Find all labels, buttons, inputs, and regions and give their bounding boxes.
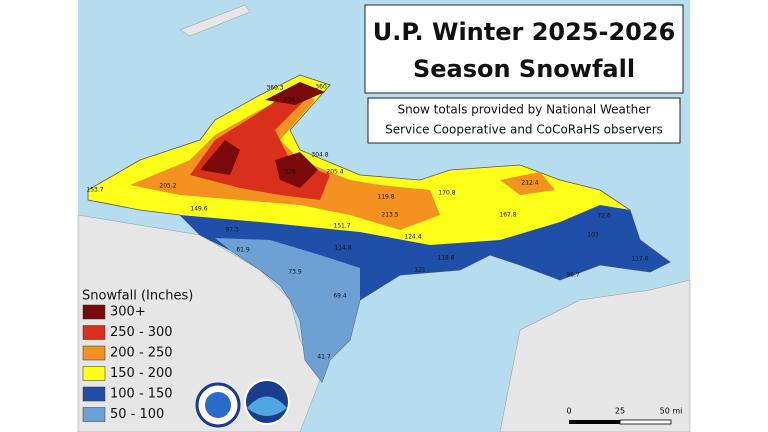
- station-value: 328: [284, 169, 296, 176]
- scale-segment: [619, 419, 672, 425]
- station-value: 153.7: [86, 187, 103, 194]
- station-value: 114.8: [334, 245, 351, 252]
- legend-label: 100 - 150: [110, 387, 173, 402]
- legend-swatch: [82, 304, 106, 320]
- station-value: 118.8: [437, 255, 454, 262]
- station-value: 234.5: [283, 97, 300, 104]
- legend-label: 150 - 200: [110, 366, 173, 381]
- scale-labels: 0 25 50 mi: [566, 407, 682, 416]
- station-value: 69.4: [333, 293, 347, 300]
- station-value: 170.8: [438, 190, 455, 197]
- legend-label: 250 - 300: [110, 325, 173, 340]
- station-value: 41.7: [317, 354, 331, 361]
- station-value: 167.8: [499, 212, 516, 219]
- station-value: 205.4: [326, 169, 343, 176]
- band-50-100: [215, 238, 360, 382]
- legend: 300+ 250 - 300 200 - 250 150 - 200 100 - 150…: [82, 304, 173, 422]
- station-value: 72.6: [597, 213, 611, 220]
- scale-label: 50 mi: [660, 407, 683, 416]
- noaa-logo-wave: [247, 396, 287, 416]
- station-value: 97.3: [225, 227, 239, 234]
- legend-label: 300+: [110, 305, 146, 320]
- nws-logo-inner: [205, 392, 231, 418]
- station-value: 117.6: [631, 256, 648, 263]
- station-value: 212.4: [521, 180, 538, 187]
- station-value: 149.6: [190, 206, 207, 213]
- legend-swatch: [82, 325, 106, 340]
- station-value: 124.4: [404, 234, 421, 241]
- isle-royale: [179, 4, 251, 37]
- legend-label: 200 - 250: [110, 346, 173, 361]
- station-value: 205.2: [159, 183, 176, 190]
- title: U.P. Winter 2025-2026: [373, 18, 676, 46]
- legend-swatch: [82, 386, 106, 402]
- scale-label: 25: [615, 407, 625, 416]
- title-box: [364, 4, 684, 94]
- scale-label: 0: [566, 407, 571, 416]
- legend-label: 50 - 100: [110, 407, 164, 422]
- station-value: 121: [414, 267, 426, 274]
- station-value: 360.3: [266, 85, 283, 92]
- station-value: 213.5: [381, 212, 398, 219]
- scale-bar: [569, 419, 672, 425]
- legend-swatch: [82, 345, 106, 361]
- subtitle: Service Cooperative and CoCoRaHS observe…: [385, 123, 663, 137]
- lower-michigan: [499, 279, 691, 432]
- band-200-250-east: [500, 172, 555, 195]
- legend-swatch: [82, 366, 106, 381]
- legend-swatch: [82, 407, 106, 422]
- subtitle: Snow totals provided by National Weather: [397, 103, 650, 117]
- station-labels: 360.3 360 234.5 328 304.8 205.4 205.2 153.7 149.…: [86, 84, 648, 361]
- station-value: 151.7: [333, 223, 350, 230]
- wisconsin: [77, 214, 321, 432]
- subtitle-box: [367, 97, 681, 144]
- station-value: 103: [587, 232, 599, 239]
- title: Season Snowfall: [413, 55, 635, 83]
- station-value: 96.7: [566, 272, 580, 279]
- station-value: 119.8: [377, 194, 394, 201]
- station-value: 360: [315, 84, 327, 91]
- band-300-plus: [200, 82, 325, 188]
- station-value: 73.9: [288, 269, 302, 276]
- legend-title: Snowfall (Inches): [82, 289, 193, 304]
- scale-segment: [569, 420, 620, 424]
- station-value: 304.8: [311, 152, 328, 159]
- station-value: 61.9: [236, 247, 250, 254]
